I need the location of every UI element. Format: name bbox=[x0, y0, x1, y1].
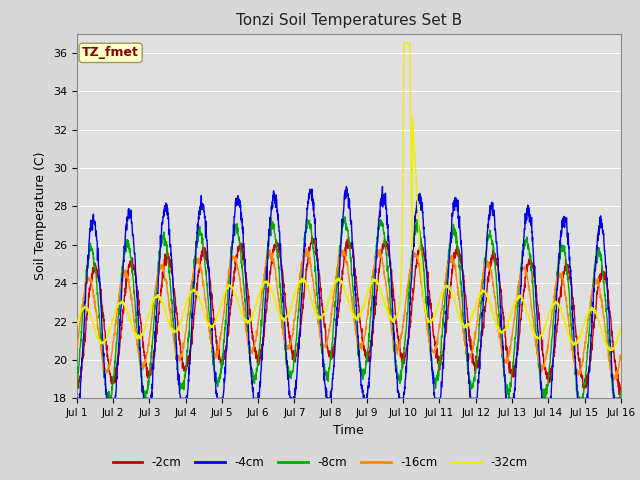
Legend: -2cm, -4cm, -8cm, -16cm, -32cm: -2cm, -4cm, -8cm, -16cm, -32cm bbox=[108, 452, 532, 474]
X-axis label: Time: Time bbox=[333, 424, 364, 437]
Y-axis label: Soil Temperature (C): Soil Temperature (C) bbox=[35, 152, 47, 280]
Title: Tonzi Soil Temperatures Set B: Tonzi Soil Temperatures Set B bbox=[236, 13, 462, 28]
Text: TZ_fmet: TZ_fmet bbox=[82, 47, 139, 60]
